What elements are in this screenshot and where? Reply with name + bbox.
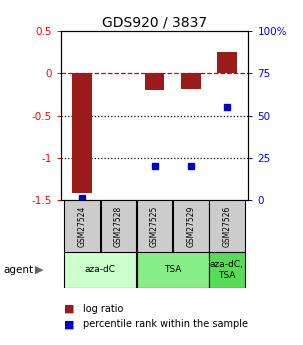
Bar — [209, 252, 245, 288]
Bar — [72, 73, 92, 193]
Text: TSA: TSA — [164, 265, 181, 275]
Bar — [65, 200, 100, 252]
Bar — [65, 252, 136, 288]
Bar — [137, 252, 208, 288]
Bar — [217, 52, 237, 73]
Text: log ratio: log ratio — [83, 304, 124, 314]
Text: GSM27529: GSM27529 — [186, 205, 195, 247]
Bar — [101, 200, 136, 252]
Text: ■: ■ — [64, 304, 74, 314]
Bar — [145, 73, 165, 90]
Text: aza-dC: aza-dC — [85, 265, 116, 275]
Text: GSM27528: GSM27528 — [114, 205, 123, 247]
Bar — [181, 73, 201, 89]
Text: ■: ■ — [64, 319, 74, 329]
Text: percentile rank within the sample: percentile rank within the sample — [83, 319, 248, 329]
Text: agent: agent — [3, 265, 33, 275]
Bar — [209, 200, 245, 252]
Text: GSM27524: GSM27524 — [78, 205, 87, 247]
Bar — [137, 200, 172, 252]
Text: GSM27526: GSM27526 — [222, 205, 231, 247]
Title: GDS920 / 3837: GDS920 / 3837 — [102, 16, 207, 30]
Bar — [173, 200, 208, 252]
Text: aza-dC,
TSA: aza-dC, TSA — [210, 260, 244, 280]
Text: GSM27525: GSM27525 — [150, 205, 159, 247]
Text: ▶: ▶ — [35, 265, 43, 275]
